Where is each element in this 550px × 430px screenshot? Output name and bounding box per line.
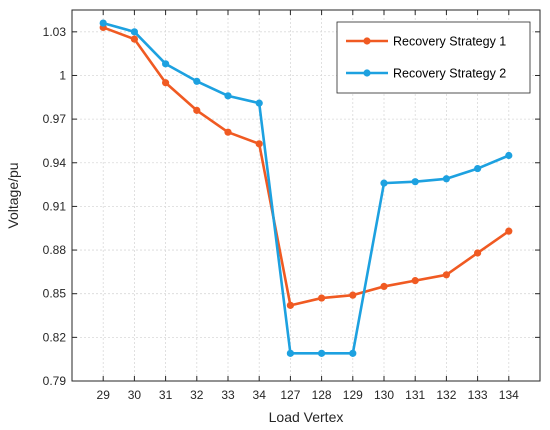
data-point [411, 178, 419, 186]
data-point [442, 175, 450, 183]
series-line [102, 26, 510, 307]
series-1 [99, 23, 513, 309]
series-line [102, 21, 510, 355]
data-point [193, 77, 201, 85]
data-point [255, 99, 263, 107]
legend-box [336, 21, 531, 94]
y-axis-label: Voltage/pu [5, 162, 21, 228]
data-point [162, 79, 170, 87]
x-tick-label: 33 [221, 388, 235, 402]
y-tick-label: 1.03 [43, 25, 67, 39]
x-tick-label: 127 [280, 388, 300, 402]
y-tick-label: 0.79 [43, 374, 67, 388]
data-point [474, 249, 482, 257]
y-tick-label: 0.94 [43, 156, 67, 170]
x-tick-label: 128 [312, 388, 332, 402]
x-tick-label: 129 [343, 388, 363, 402]
data-point [349, 349, 357, 357]
data-point [224, 128, 232, 136]
x-tick-label: 31 [159, 388, 173, 402]
x-tick-label: 30 [128, 388, 142, 402]
axes-layer: 29 30 31 32 33 34 127 128 129 130 131 132 133 134 0.79… [43, 9, 541, 402]
data-point [318, 294, 326, 302]
data-point [162, 60, 170, 68]
legend-label-2: Recovery Strategy 2 [393, 67, 506, 81]
plot-frame [71, 9, 541, 382]
data-point [380, 179, 388, 187]
x-tick-label: 133 [468, 388, 488, 402]
data-point [474, 164, 482, 173]
y-tick-label: 1 [59, 68, 66, 82]
data-point [286, 301, 294, 309]
x-tick-label: 29 [97, 388, 111, 402]
data-point [380, 282, 388, 291]
legend: Recovery Strategy 1 Recovery Strategy 2 [336, 21, 531, 94]
data-point [193, 106, 201, 114]
x-axis-label: Load Vertex [269, 409, 344, 425]
data-point [224, 92, 232, 100]
x-tick-label: 32 [190, 388, 204, 402]
x-tick-label: 134 [499, 388, 519, 402]
legend-label-1: Recovery Strategy 1 [393, 35, 506, 49]
x-tick-label: 131 [405, 388, 425, 402]
y-tick-label: 0.85 [43, 287, 67, 301]
data-point [318, 349, 326, 357]
legend-marker-2 [363, 69, 371, 77]
data-point [286, 349, 294, 357]
series-layer [99, 19, 513, 357]
data-point [130, 35, 138, 43]
x-tick-label: 130 [374, 388, 394, 402]
data-point [255, 140, 263, 148]
data-point [411, 277, 419, 285]
y-tick-label: 0.91 [43, 199, 67, 213]
legend-marker-1 [363, 37, 371, 45]
data-point [349, 291, 357, 299]
x-tick-label: 132 [436, 388, 456, 402]
data-point [130, 28, 138, 36]
y-tick-label: 0.82 [43, 330, 67, 344]
y-tick-label: 0.88 [43, 243, 67, 257]
data-point [99, 19, 107, 27]
data-point [505, 227, 513, 235]
data-point [505, 151, 513, 160]
data-point [442, 271, 450, 279]
x-tick-label: 34 [253, 388, 267, 402]
y-tick-label: 0.97 [43, 112, 67, 126]
series-2 [99, 19, 513, 357]
